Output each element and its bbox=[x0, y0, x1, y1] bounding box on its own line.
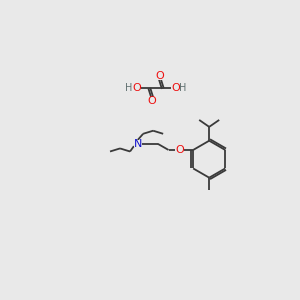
Text: O: O bbox=[171, 83, 180, 93]
Bar bbox=[133, 85, 141, 92]
Text: H: H bbox=[125, 83, 133, 93]
Text: O: O bbox=[175, 145, 184, 155]
Bar bbox=[134, 140, 142, 147]
Bar bbox=[148, 97, 156, 104]
Bar bbox=[171, 85, 179, 92]
Text: H: H bbox=[179, 83, 187, 93]
Bar bbox=[125, 85, 133, 92]
Text: O: O bbox=[132, 83, 141, 93]
Text: N: N bbox=[134, 139, 142, 149]
Text: O: O bbox=[155, 71, 164, 81]
Text: O: O bbox=[148, 96, 157, 106]
Bar bbox=[156, 73, 164, 80]
Bar bbox=[175, 146, 184, 153]
Bar bbox=[179, 85, 187, 92]
